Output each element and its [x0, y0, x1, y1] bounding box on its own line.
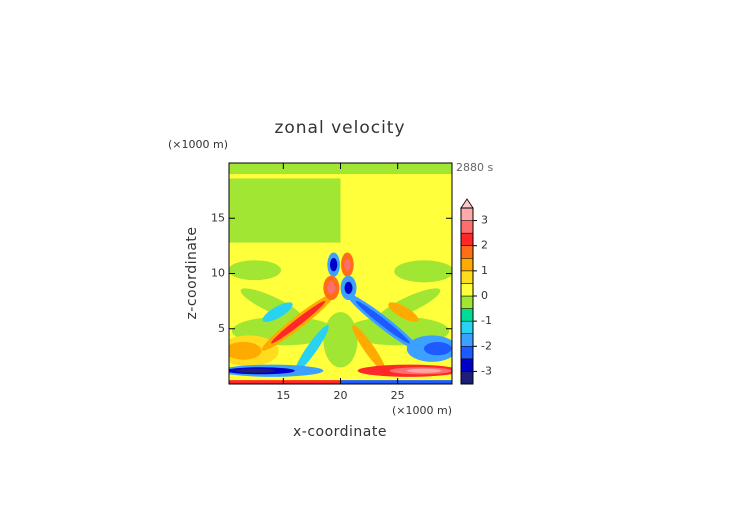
- contour-region: [329, 258, 338, 272]
- contour-region: [295, 325, 329, 373]
- colorbar-band: [460, 283, 474, 297]
- time-label: 2880 s: [456, 161, 493, 174]
- contour-region: [388, 302, 419, 322]
- colorbar-tick-label: 2: [481, 239, 488, 252]
- colorbar-tick-label: 1: [481, 264, 488, 277]
- x-unit: (×1000 m): [392, 404, 452, 417]
- colorbar-band: [460, 232, 474, 246]
- contour-region: [229, 260, 282, 281]
- contour-region: [377, 288, 441, 321]
- colorbar-band: [460, 245, 474, 259]
- x-axis-label: x-coordinate: [293, 424, 387, 440]
- contour-region: [323, 312, 358, 368]
- colorbar-tick-label: 0: [481, 289, 488, 302]
- contour-region: [355, 300, 410, 344]
- contour-region: [262, 302, 293, 322]
- colorbar-tick-label: -1: [481, 314, 492, 327]
- colorbar-extend: [460, 198, 474, 209]
- contour-region: [406, 368, 442, 373]
- chart-title: zonal velocity: [274, 118, 405, 138]
- colorbar-band: [460, 258, 474, 272]
- colorbar-band: [460, 320, 474, 334]
- contour-region: [423, 342, 452, 356]
- x-tick-label: 20: [334, 389, 348, 402]
- y-axis-label: z-coordinate: [184, 226, 200, 319]
- contour-region: [344, 258, 351, 271]
- contour-region: [229, 380, 341, 384]
- colorbar-tick-label: -2: [481, 339, 492, 352]
- contour-region: [229, 178, 341, 243]
- x-tick-label: 25: [391, 389, 405, 402]
- contour-region: [234, 368, 276, 373]
- colorbar-band: [460, 333, 474, 347]
- colorbar-band: [460, 220, 474, 234]
- y-unit: (×1000 m): [168, 138, 228, 151]
- contour-field: [229, 163, 452, 384]
- colorbar-tick-label: 3: [481, 214, 488, 227]
- contour-region: [352, 325, 386, 373]
- contour-region: [340, 380, 452, 384]
- contour-region: [240, 288, 304, 321]
- colorbar-band: [460, 207, 474, 221]
- y-tick-label: 15: [211, 211, 225, 224]
- contour-region: [327, 281, 336, 294]
- colorbar-band: [460, 308, 474, 322]
- colorbar-band: [460, 346, 474, 360]
- colorbar-tick-label: -3: [481, 364, 492, 377]
- colorbar-band: [460, 295, 474, 309]
- colorbar-band: [460, 358, 474, 372]
- contour-region: [394, 260, 452, 283]
- contour-region: [271, 300, 326, 344]
- contour-region: [344, 281, 353, 294]
- y-tick-label: 5: [218, 322, 225, 335]
- colorbar-band: [460, 270, 474, 284]
- x-tick-label: 15: [276, 389, 290, 402]
- y-tick-label: 10: [211, 267, 225, 280]
- colorbar-band: [460, 371, 474, 385]
- contour-region: [229, 342, 262, 360]
